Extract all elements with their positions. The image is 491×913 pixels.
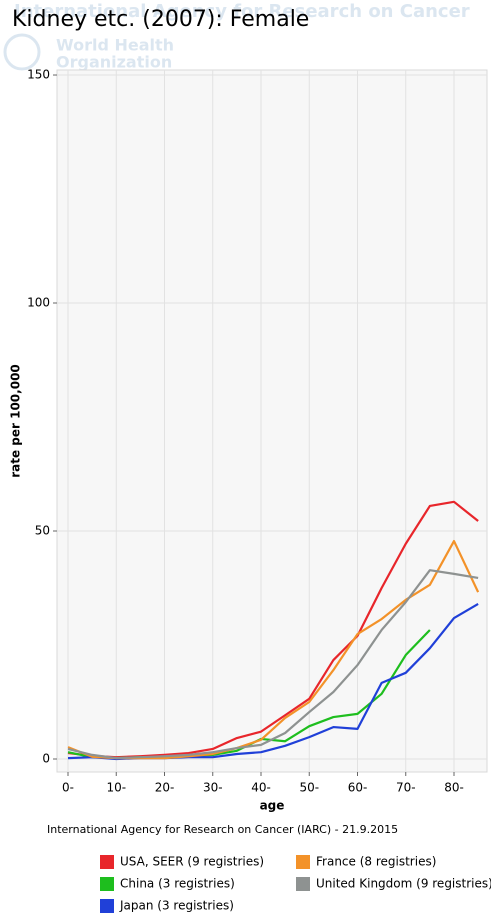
legend-swatch (296, 877, 310, 891)
y-tick-label: 50 (35, 524, 50, 538)
x-tick-label: 60- (348, 781, 368, 795)
legend-swatch (100, 877, 114, 891)
x-axis-title: age (260, 799, 285, 813)
legend-swatch (296, 855, 310, 869)
x-tick-label: 40- (251, 781, 271, 795)
legend-label: China (3 registries) (120, 877, 235, 891)
legend-label: USA, SEER (9 registries) (120, 855, 264, 869)
legend-label: France (8 registries) (316, 855, 436, 869)
legend-label: United Kingdom (9 registries) (316, 877, 491, 891)
x-tick-label: 10- (106, 781, 126, 795)
y-tick-label: 100 (27, 296, 50, 310)
x-tick-label: 80- (444, 781, 464, 795)
x-tick-label: 70- (396, 781, 416, 795)
legend-swatch (100, 899, 114, 913)
watermark: International Agency for Research on Can… (14, 1, 470, 22)
chart-title: Kidney etc. (2007): Female (12, 7, 309, 32)
x-tick-label: 0- (62, 781, 74, 795)
y-tick-label: 0 (42, 752, 50, 766)
series-line (67, 569, 479, 760)
source-note: International Agency for Research on Can… (47, 823, 398, 836)
watermark-logo (3, 33, 41, 71)
x-tick-label: 20- (155, 781, 175, 795)
x-tick-label: 30- (203, 781, 223, 795)
plot-area (56, 69, 488, 773)
watermark: World Health (56, 36, 174, 55)
watermark: Organization (56, 53, 172, 72)
legend-label: Japan (3 registries) (119, 899, 234, 913)
y-tick-label: 150 (27, 68, 50, 82)
y-axis-title: rate per 100,000 (9, 364, 23, 478)
x-tick-label: 50- (299, 781, 319, 795)
legend-swatch (100, 855, 114, 869)
